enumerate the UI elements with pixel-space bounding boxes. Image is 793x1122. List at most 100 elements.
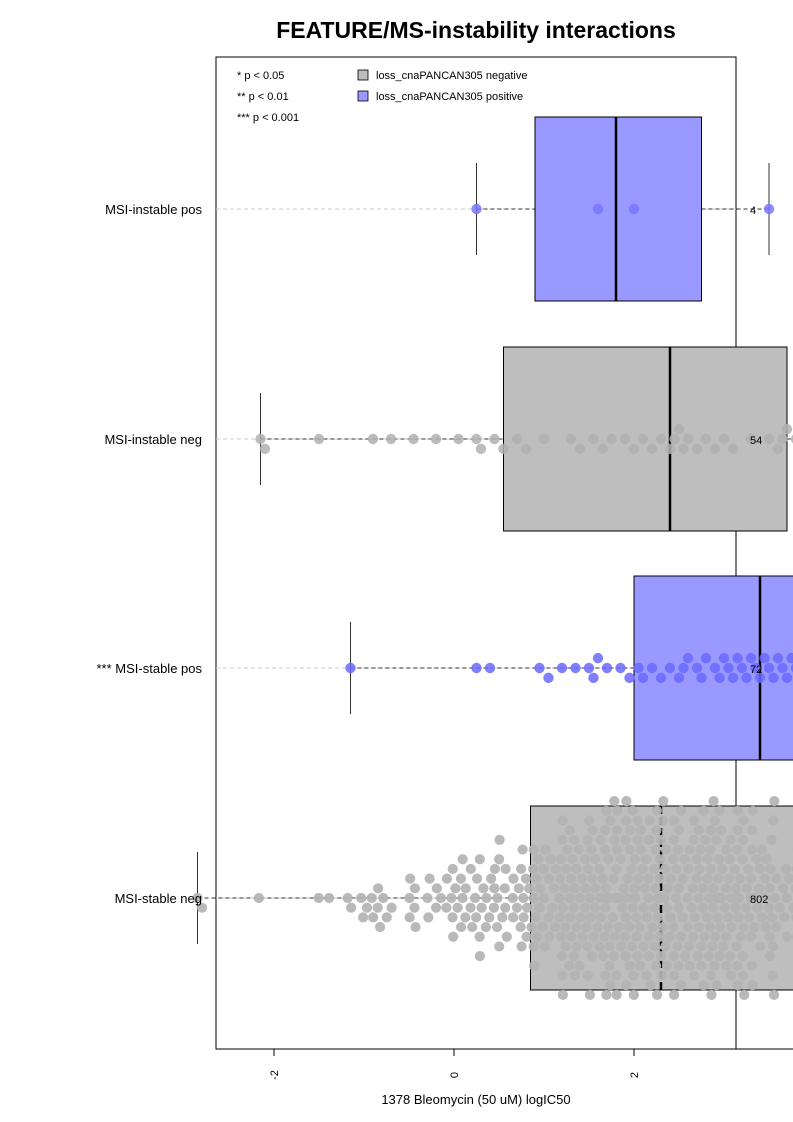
significance-legend-item: *** p < 0.001	[237, 112, 299, 124]
data-point	[423, 912, 434, 923]
data-point	[566, 931, 577, 942]
data-point	[704, 921, 716, 933]
data-point	[404, 912, 415, 923]
data-point	[582, 970, 593, 981]
x-tick-label: 0	[449, 1072, 461, 1078]
data-point	[560, 921, 571, 933]
data-point	[737, 951, 748, 962]
data-point	[540, 844, 551, 855]
data-point	[471, 912, 482, 923]
data-point	[556, 834, 568, 845]
data-point	[780, 863, 792, 875]
data-point	[708, 883, 719, 894]
data-point	[749, 921, 760, 933]
group-label: *** MSI-stable pos	[97, 661, 203, 676]
data-point	[627, 805, 638, 816]
data-point	[515, 863, 527, 875]
data-point	[650, 883, 661, 894]
data-point	[456, 921, 467, 933]
data-point	[732, 825, 743, 836]
data-point	[641, 912, 653, 923]
data-point	[771, 921, 782, 933]
data-point	[465, 863, 476, 875]
data-point	[628, 989, 639, 1001]
data-point	[696, 960, 707, 971]
data-point	[662, 883, 673, 894]
data-point	[678, 443, 689, 455]
data-point	[790, 663, 793, 673]
data-point	[599, 825, 611, 836]
data-point	[732, 652, 743, 664]
data-point	[672, 941, 683, 952]
data-point	[448, 931, 459, 942]
data-point	[786, 652, 793, 664]
data-point	[764, 883, 775, 894]
data-point	[675, 931, 687, 942]
data-point	[441, 873, 453, 884]
data-point	[526, 921, 537, 933]
data-point	[587, 873, 598, 884]
data-point	[700, 834, 711, 845]
data-point	[543, 873, 555, 884]
data-point	[313, 433, 325, 445]
data-point	[746, 844, 757, 855]
data-point	[620, 912, 631, 923]
data-point	[768, 672, 779, 684]
data-point	[643, 892, 654, 904]
x-tick-label: 2	[629, 1072, 641, 1078]
data-point	[703, 951, 714, 962]
data-point	[562, 844, 573, 855]
data-point	[597, 443, 608, 455]
data-point	[409, 902, 420, 913]
data-point	[196, 902, 208, 913]
data-point	[716, 825, 727, 836]
data-point	[431, 883, 443, 894]
data-point	[573, 844, 584, 855]
data-point	[763, 902, 774, 913]
data-point	[520, 443, 532, 455]
data-point	[563, 960, 575, 971]
data-point	[682, 892, 693, 904]
data-point	[689, 815, 700, 826]
data-point	[435, 892, 447, 904]
legend-label: loss_cnaPANCAN305 positive	[376, 91, 523, 103]
data-point	[550, 921, 561, 933]
data-point	[583, 863, 594, 875]
data-point	[484, 912, 495, 923]
data-point	[628, 970, 639, 981]
data-point	[677, 912, 688, 923]
data-point	[746, 931, 757, 942]
data-point	[592, 203, 604, 215]
data-point	[706, 970, 717, 981]
x-axis: -202468	[269, 1048, 793, 1080]
data-point	[499, 883, 510, 894]
data-point	[574, 960, 585, 971]
data-point	[624, 844, 635, 855]
data-point	[529, 960, 540, 971]
data-point	[554, 912, 565, 923]
data-point	[594, 941, 605, 952]
data-point	[633, 662, 644, 674]
x-tick-label: -2	[269, 1070, 281, 1080]
data-point	[727, 443, 739, 455]
data-point	[635, 844, 647, 855]
data-point	[766, 834, 777, 845]
data-point	[640, 854, 652, 865]
data-point	[548, 883, 559, 894]
data-point	[556, 662, 568, 674]
data-point	[378, 892, 389, 904]
data-point	[759, 652, 770, 664]
data-point	[405, 873, 416, 884]
data-point	[561, 863, 572, 875]
data-point	[651, 960, 662, 971]
data-point	[714, 951, 725, 962]
data-point	[588, 931, 599, 942]
data-point	[745, 652, 757, 664]
data-point	[684, 960, 695, 971]
data-point	[764, 931, 775, 942]
data-point	[452, 902, 463, 913]
data-point	[635, 825, 647, 836]
data-point	[641, 970, 652, 981]
data-point	[738, 970, 749, 981]
data-point	[576, 873, 587, 884]
